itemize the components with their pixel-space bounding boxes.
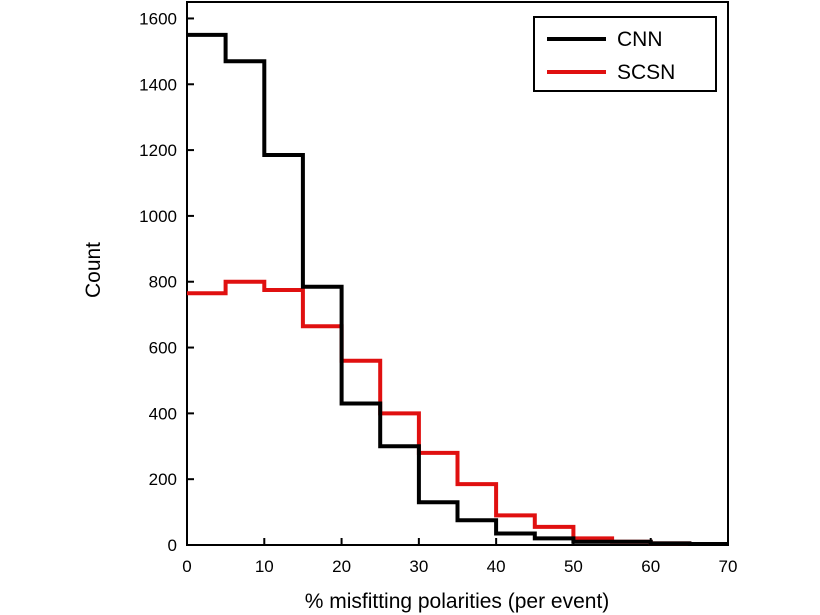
series-line-cnn	[187, 32, 728, 546]
y-tick-label-1200: 1200	[139, 141, 177, 160]
x-tick-label-60: 60	[641, 557, 660, 576]
x-tick-label-0: 0	[182, 557, 191, 576]
y-tick-label-600: 600	[149, 339, 177, 358]
legend-label-cnn: CNN	[617, 28, 663, 51]
x-tick-label-50: 50	[564, 557, 583, 576]
y-tick-label-1600: 1600	[139, 9, 177, 28]
x-tick-label-30: 30	[409, 557, 428, 576]
y-tick-label-1400: 1400	[139, 75, 177, 94]
x-tick-label-10: 10	[255, 557, 274, 576]
y-tick-label-1000: 1000	[139, 207, 177, 226]
legend: CNN SCSN	[533, 16, 717, 92]
y-tick-label-400: 400	[149, 404, 177, 423]
x-axis-label: % misfitting polarities (per event)	[305, 590, 610, 613]
y-tick-label-0: 0	[168, 536, 177, 555]
x-tick-label-20: 20	[332, 557, 351, 576]
legend-label-scsn: SCSN	[617, 61, 675, 84]
y-tick-label-800: 800	[149, 273, 177, 292]
series-cnn	[187, 32, 728, 546]
y-axis-ticks: 0 200 400 600 800 1000 1200 1400 1600	[139, 9, 194, 555]
plot-frame	[186, 1, 729, 546]
legend-box	[533, 16, 717, 92]
y-tick-label-200: 200	[149, 470, 177, 489]
x-tick-label-70: 70	[719, 557, 738, 576]
series-layer	[187, 32, 728, 546]
y-axis-label: Count	[82, 242, 105, 298]
x-axis-ticks: 0 10 20 30 40 50 60 70	[182, 538, 737, 576]
x-tick-label-40: 40	[487, 557, 506, 576]
